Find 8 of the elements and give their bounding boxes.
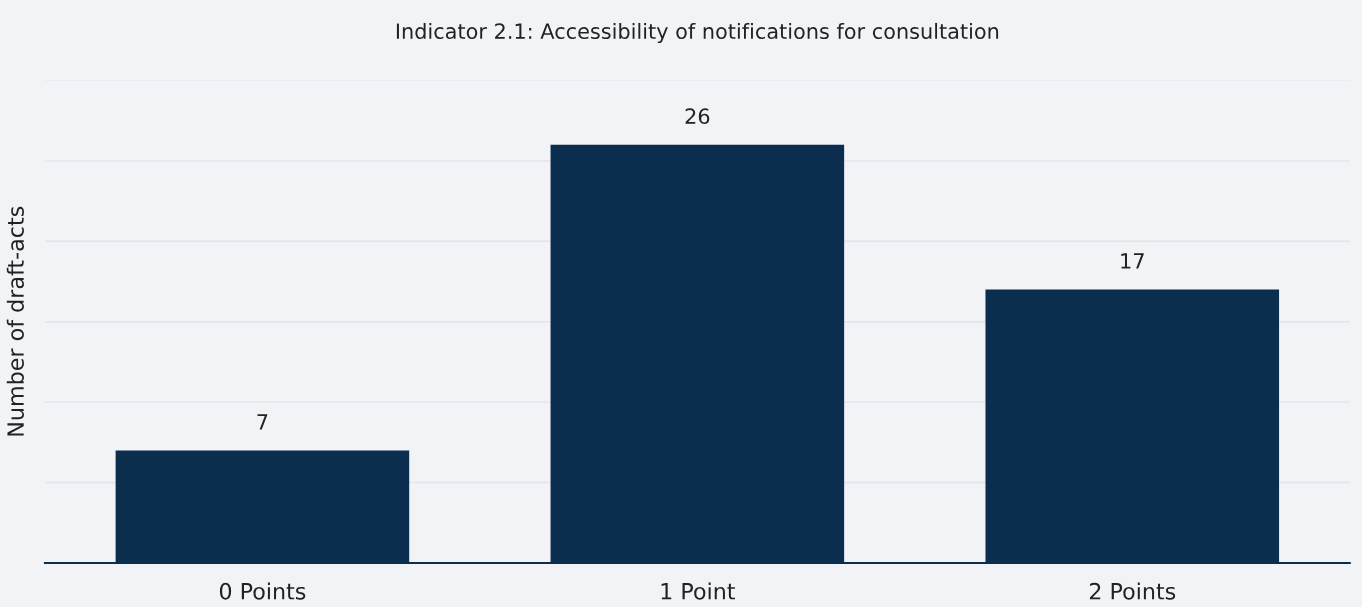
chart-title: Indicator 2.1: Accessibility of notifications for consultation (396, 22, 999, 44)
x-tick-label: 0 Points (219, 582, 306, 600)
x-tick-label: 1 Point (661, 582, 735, 600)
data-label: 17 (1121, 253, 1144, 269)
y-axis-title: Number of draft-acts (6, 206, 24, 436)
x-tick-label: 2 Points (1089, 582, 1176, 600)
data-label: 26 (685, 108, 710, 125)
data-label: 7 (257, 414, 268, 430)
